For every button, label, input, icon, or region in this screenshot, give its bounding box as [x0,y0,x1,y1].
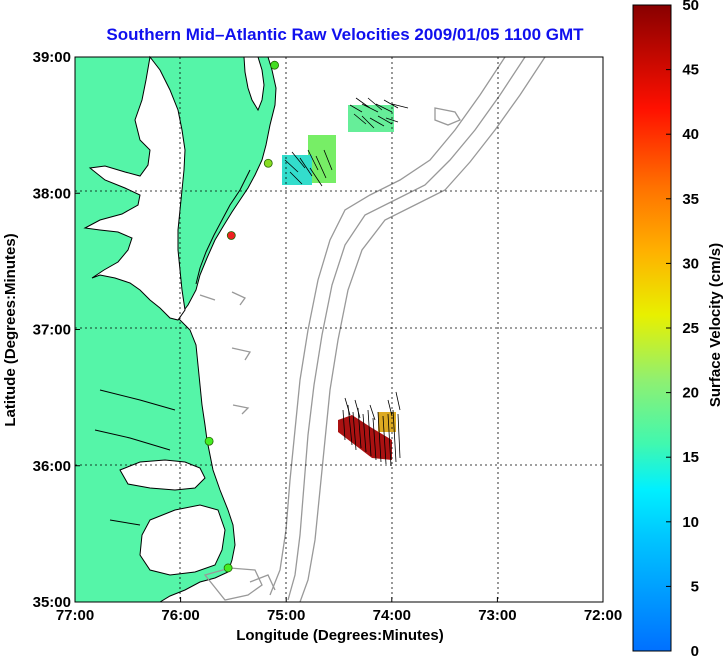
colorbar-tick-label: 20 [682,385,699,402]
station-marker [204,436,214,446]
colorbar-tick-label: 50 [682,0,699,14]
colorbar-tick-label: 0 [691,643,699,659]
y-tick-label: 38:00 [33,185,71,202]
colorbar-tick-label: 40 [682,126,699,143]
colorbar-tick-label: 45 [682,62,699,79]
grid-lines [75,57,603,602]
x-tick-label: 72:00 [584,607,622,624]
x-tick-label: 77:00 [56,607,94,624]
bathymetry-contours [199,56,546,603]
colorbar-tick-label: 25 [682,320,699,337]
delaware-bay [243,56,265,112]
station-marker [263,158,273,168]
y-tick-label: 36:00 [33,458,71,475]
station-marker [226,231,236,240]
y-axis-ticks: 39:00 38:00 37:00 36:00 35:00 [33,49,80,611]
velocity-patch-offshore-nc-yellow [378,412,396,432]
chesapeake-bay [83,55,186,321]
velocity-vectors [284,97,409,467]
pamlico-sound [139,504,226,576]
colorbar-tick-label: 10 [682,514,699,531]
colorbar-label: Surface Velocity (cm/s) [707,243,724,407]
colorbar-tick-label: 35 [682,191,699,208]
delmarva-inland-bays [195,169,251,285]
x-tick-label: 75:00 [267,607,305,624]
x-tick-label: 76:00 [161,607,199,624]
x-tick-label: 74:00 [373,607,411,624]
x-axis-ticks: 77:00 76:00 75:00 74:00 73:00 72:00 [56,597,622,624]
radar-stations [204,60,279,573]
nc-rivers [94,389,176,526]
colorbar [632,4,672,652]
y-tick-label: 35:00 [33,594,71,611]
velocity-patch-delmarva-cyan [282,155,312,185]
station-marker [223,563,233,573]
colorbar-tick-label: 15 [682,449,699,466]
y-tick-label: 37:00 [33,322,71,339]
colorbar-tick-label: 30 [682,255,699,272]
colorbar-tick-label: 5 [691,578,699,595]
y-axis-label: Latitude (Degrees:Minutes) [2,233,19,426]
map-title: Southern Mid–Atlantic Raw Velocities 200… [106,25,584,44]
plot-area [74,55,604,603]
x-tick-label: 73:00 [478,607,516,624]
station-marker [270,60,279,70]
x-axis-label: Longitude (Degrees:Minutes) [236,627,444,644]
albemarle-sound [119,459,206,491]
y-tick-label: 39:00 [33,49,71,66]
land-mainland [74,56,277,603]
